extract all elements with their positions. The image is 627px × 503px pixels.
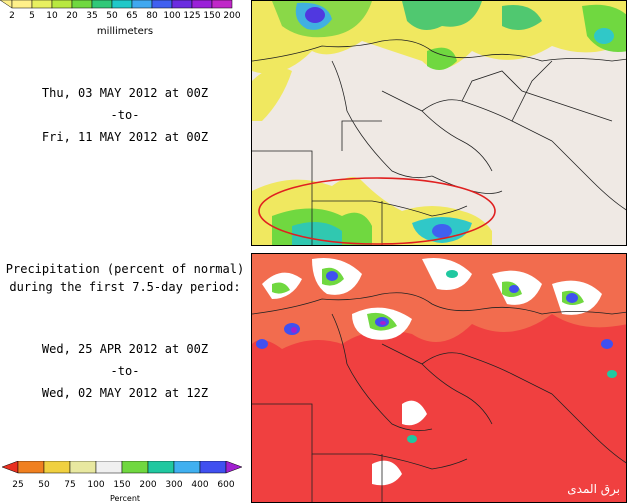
bottom-colorbar-segment (173, 461, 201, 474)
bottom-colorbar-tick-label: 25 (12, 480, 24, 490)
bottom-colorbar-tick-label: 600 (217, 480, 235, 490)
top-colorbar-segment (31, 0, 53, 9)
bottom-colorbar-tick-label: 400 (191, 480, 209, 490)
legend-panel: 2 5 10 20 35 50 65 80 100 125 150 200 millimeters T… (0, 0, 250, 503)
bottom-colorbar-segment (69, 461, 97, 474)
bottom-title-line2: during the first 7.5-day period: (9, 280, 241, 294)
top-colorbar-tick-label: 50 (106, 11, 118, 21)
top-colorbar-segment (111, 0, 133, 9)
top-colorbar-tick-label: 5 (29, 11, 35, 21)
watermark: برق المدى (567, 482, 620, 496)
top-unit-label: millimeters (96, 26, 154, 37)
top-colorbar (0, 0, 233, 9)
bottom-colorbar-segment (43, 461, 71, 474)
top-colorbar-tick-label: 80 (146, 11, 158, 21)
bottom-colorbar-cap-right (225, 461, 243, 474)
bottom-date-end: Wed, 02 MAY 2012 at 12Z (41, 386, 209, 400)
top-colorbar-segment (211, 0, 233, 9)
top-colorbar-tick-label: 200 (223, 11, 241, 21)
bottom-colorbar-tick-label: 150 (113, 480, 131, 490)
top-colorbar-segment (11, 0, 33, 9)
bottom-colorbar-segment (147, 461, 175, 474)
top-colorbar-segment (71, 0, 93, 9)
top-colorbar-segment (151, 0, 173, 9)
bottom-colorbar-tick-label: 100 (87, 480, 105, 490)
forecast-precip-map (251, 0, 627, 246)
bottom-colorbar-cap-left (1, 461, 19, 474)
top-colorbar-tick-label: 65 (126, 11, 138, 21)
bottom-date-start: Wed, 25 APR 2012 at 00Z (41, 342, 209, 356)
top-colorbar-segment (51, 0, 73, 9)
top-colorbar-tick-label: 35 (86, 11, 98, 21)
bottom-colorbar-segment (17, 461, 45, 474)
top-colorbar-segment (91, 0, 113, 9)
bottom-title-line1: Precipitation (percent of normal) (5, 262, 245, 276)
top-colorbar-tick-label: 125 (183, 11, 201, 21)
top-colorbar-tick-label: 100 (163, 11, 181, 21)
top-date-end: Fri, 11 MAY 2012 at 00Z (41, 130, 209, 144)
top-colorbar-segment (171, 0, 193, 9)
bottom-colorbar-tick-label: 300 (165, 480, 183, 490)
bottom-colorbar-tick-label: 50 (38, 480, 50, 490)
bottom-unit-label: Percent (109, 494, 141, 503)
bottom-colorbar-segment (95, 461, 123, 474)
top-date-start: Thu, 03 MAY 2012 at 00Z (41, 86, 209, 100)
bottom-colorbar-segment (199, 461, 227, 474)
bottom-separator: -to- (110, 364, 140, 378)
bottom-colorbar-tick-label: 75 (64, 480, 76, 490)
top-colorbar-segment (191, 0, 213, 9)
bottom-colorbar (1, 461, 243, 474)
percent-of-normal-map: برق المدى (251, 253, 627, 503)
top-colorbar-tick-label: 2 (9, 11, 15, 21)
top-colorbar-segment (131, 0, 153, 9)
bottom-colorbar-segment (121, 461, 149, 474)
top-colorbar-tick-label: 10 (46, 11, 58, 21)
top-colorbar-tick-label: 20 (66, 11, 78, 21)
top-colorbar-tick-label: 150 (203, 11, 221, 21)
bottom-colorbar-tick-label: 200 (139, 480, 157, 490)
top-separator: -to- (110, 108, 140, 122)
top-colorbar-cap-left (0, 0, 13, 9)
